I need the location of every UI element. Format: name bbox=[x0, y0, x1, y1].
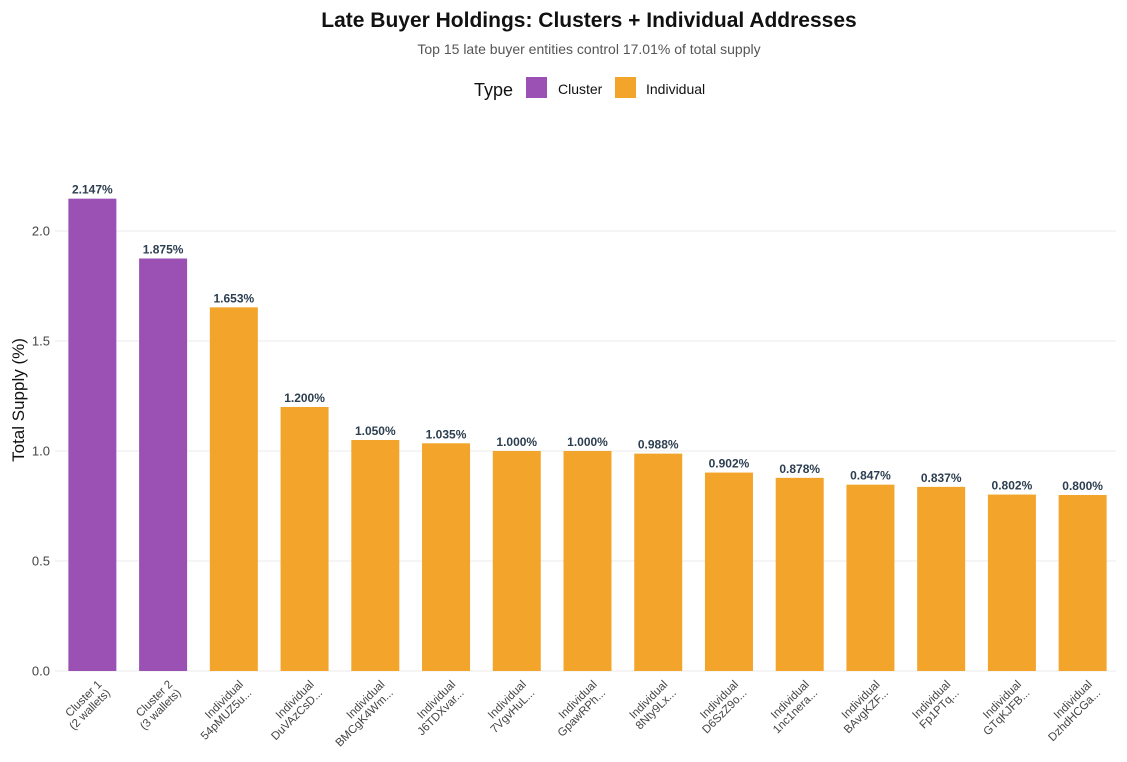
data-label: 1.000% bbox=[496, 435, 537, 449]
x-tick-label: IndividualGTqKJFB... bbox=[981, 679, 1032, 738]
legend-label-individual: Individual bbox=[646, 81, 705, 97]
x-tick-label: IndividualFp1PTq... bbox=[910, 679, 961, 732]
chart-subtitle: Top 15 late buyer entities control 17.01… bbox=[417, 41, 760, 57]
y-axis-label: Total Supply (%) bbox=[9, 338, 28, 462]
legend-label-cluster: Cluster bbox=[558, 81, 603, 97]
x-tick-label: IndividualDuVAzCsD... bbox=[269, 679, 325, 743]
x-tick-label: Individual8Nty9Lx... bbox=[628, 679, 679, 733]
legend-swatch-individual bbox=[615, 77, 636, 98]
data-label: 1.875% bbox=[143, 243, 184, 257]
x-tick-label: Individual7VgvHuL... bbox=[486, 679, 537, 736]
x-tick-label: IndividualBMCgK4Wm... bbox=[334, 679, 396, 750]
data-label: 0.902% bbox=[709, 457, 750, 471]
bar-individual bbox=[492, 451, 541, 671]
legend-swatch-cluster bbox=[526, 77, 547, 98]
data-label: 1.050% bbox=[355, 424, 396, 438]
legend-title: Type bbox=[474, 80, 513, 100]
data-label: 1.200% bbox=[284, 391, 325, 405]
x-tick-label: IndividualBAvgKZF... bbox=[840, 679, 891, 736]
data-labels: 2.147% 1.875% 1.653% 1.200% 1.050% 1.035% 1.00… bbox=[72, 183, 1103, 493]
y-tick-label: 0.5 bbox=[32, 554, 50, 569]
bar-individual bbox=[775, 477, 824, 671]
bar-individual bbox=[1058, 495, 1107, 671]
bar-individual bbox=[704, 472, 753, 671]
x-tick-label: Cluster 2(3 wallets) bbox=[134, 679, 184, 733]
bar-individual bbox=[563, 451, 612, 671]
data-label: 0.988% bbox=[638, 438, 679, 452]
bar-individual bbox=[634, 453, 683, 671]
data-label: 0.847% bbox=[850, 469, 891, 483]
chart-title: Late Buyer Holdings: Clusters + Individu… bbox=[321, 9, 856, 32]
bar-individual bbox=[351, 440, 400, 671]
x-tick-label: IndividualJ6TDXvar... bbox=[415, 679, 466, 738]
bar-individual bbox=[280, 407, 329, 671]
data-label: 1.035% bbox=[426, 427, 467, 441]
y-tick-label: 1.0 bbox=[32, 444, 50, 459]
x-tick-label: IndividualD6SzZ9o... bbox=[698, 679, 749, 737]
data-label: 1.000% bbox=[567, 435, 608, 449]
bars bbox=[68, 198, 1107, 671]
y-axis-ticks: 0.0 0.5 1.0 1.5 2.0 bbox=[32, 224, 50, 679]
x-tick-label: IndividualGpawRPh... bbox=[556, 679, 608, 740]
x-tick-label: IndividualDzhdHCGa... bbox=[1046, 679, 1103, 744]
x-tick-label: Cluster 1(2 wallets) bbox=[63, 679, 113, 733]
y-tick-label: 0.0 bbox=[32, 664, 50, 679]
bar-individual bbox=[209, 307, 258, 671]
bar-individual bbox=[987, 494, 1036, 671]
y-tick-label: 2.0 bbox=[32, 224, 50, 239]
data-label: 0.802% bbox=[992, 479, 1033, 493]
x-tick-label: Individual54pMUZ5u... bbox=[199, 679, 254, 743]
data-label: 0.800% bbox=[1062, 479, 1103, 493]
legend: Type Cluster Individual bbox=[474, 77, 705, 100]
bar-individual bbox=[422, 443, 471, 671]
bar-individual bbox=[917, 486, 966, 671]
x-axis-ticks: Cluster 1(2 wallets) Cluster 2(3 wallets)… bbox=[63, 679, 1103, 750]
bar-cluster bbox=[68, 198, 117, 671]
data-label: 1.653% bbox=[213, 291, 254, 305]
data-label: 0.837% bbox=[921, 471, 962, 485]
bar-cluster bbox=[139, 258, 188, 671]
y-tick-label: 1.5 bbox=[32, 334, 50, 349]
data-label: 0.878% bbox=[779, 462, 820, 476]
bar-individual bbox=[846, 484, 895, 671]
data-label: 2.147% bbox=[72, 183, 113, 197]
x-tick-label: Individual1nc1nera... bbox=[769, 679, 820, 737]
